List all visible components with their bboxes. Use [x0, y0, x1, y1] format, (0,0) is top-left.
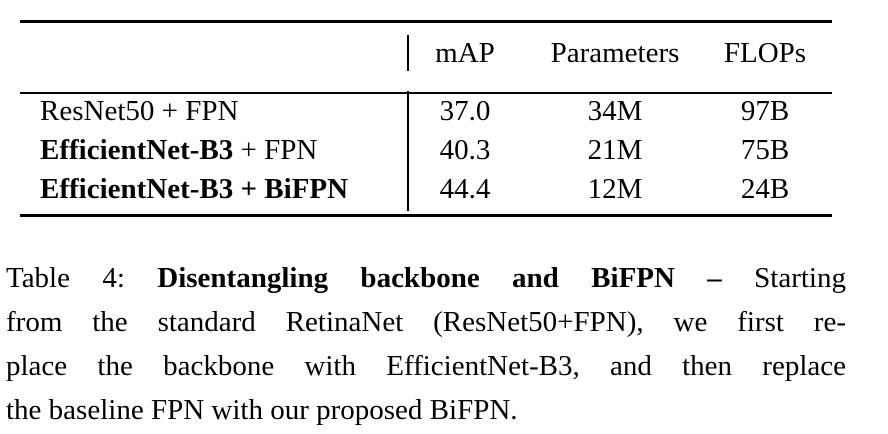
- caption-line-3: place the backbone with EfficientNet-B3,…: [6, 350, 846, 382]
- table-row-2-map: 40.3: [439, 134, 491, 166]
- caption-line-2: from the standard RetinaNet (ResNet50+FP…: [6, 306, 846, 338]
- caption-line-1-rest: Starting: [721, 262, 846, 294]
- table-row-1-map: 37.0: [439, 95, 491, 127]
- table-row-3-flops: 24B: [740, 173, 790, 205]
- table-row-3-parameters: 12M: [587, 173, 643, 205]
- table-row-1-parameters: 34M: [587, 95, 643, 127]
- model-rest: + FPN: [233, 134, 318, 166]
- table-row-2-parameters: 21M: [587, 134, 643, 166]
- caption-label: Table 4:: [6, 262, 158, 294]
- caption-line-4: the baseline FPN with our proposed BiFPN…: [6, 394, 518, 426]
- caption-title: Disentangling backbone and BiFPN –: [157, 262, 722, 294]
- header-parameters: Parameters: [550, 37, 680, 69]
- table-mid-rule: [20, 92, 832, 94]
- table-row-3-map: 44.4: [439, 173, 491, 205]
- model-bold: EfficientNet-B3 + BiFPN: [40, 173, 349, 205]
- table-caption: Table 4: Disentangling backbone and BiFP…: [6, 256, 846, 432]
- table-row-2-model: EfficientNet-B3 + FPN: [40, 132, 317, 168]
- header-column-divider: [407, 35, 409, 71]
- caption-line-1: Table 4: Disentangling backbone and BiFP…: [6, 256, 846, 300]
- table-row-3-model: EfficientNet-B3 + BiFPN: [40, 171, 348, 207]
- table-bottom-rule: [20, 214, 832, 217]
- table-row-1-flops: 97B: [740, 95, 790, 127]
- table-row-1-model: ResNet50 + FPN: [40, 93, 238, 129]
- body-column-divider: [407, 91, 409, 211]
- table-row-2-flops: 75B: [740, 134, 790, 166]
- table-top-rule: [20, 20, 832, 23]
- header-flops: FLOPs: [723, 37, 807, 69]
- header-map: mAP: [435, 37, 495, 69]
- model-bold: EfficientNet-B3: [40, 134, 234, 166]
- model-rest: ResNet50 + FPN: [40, 95, 239, 127]
